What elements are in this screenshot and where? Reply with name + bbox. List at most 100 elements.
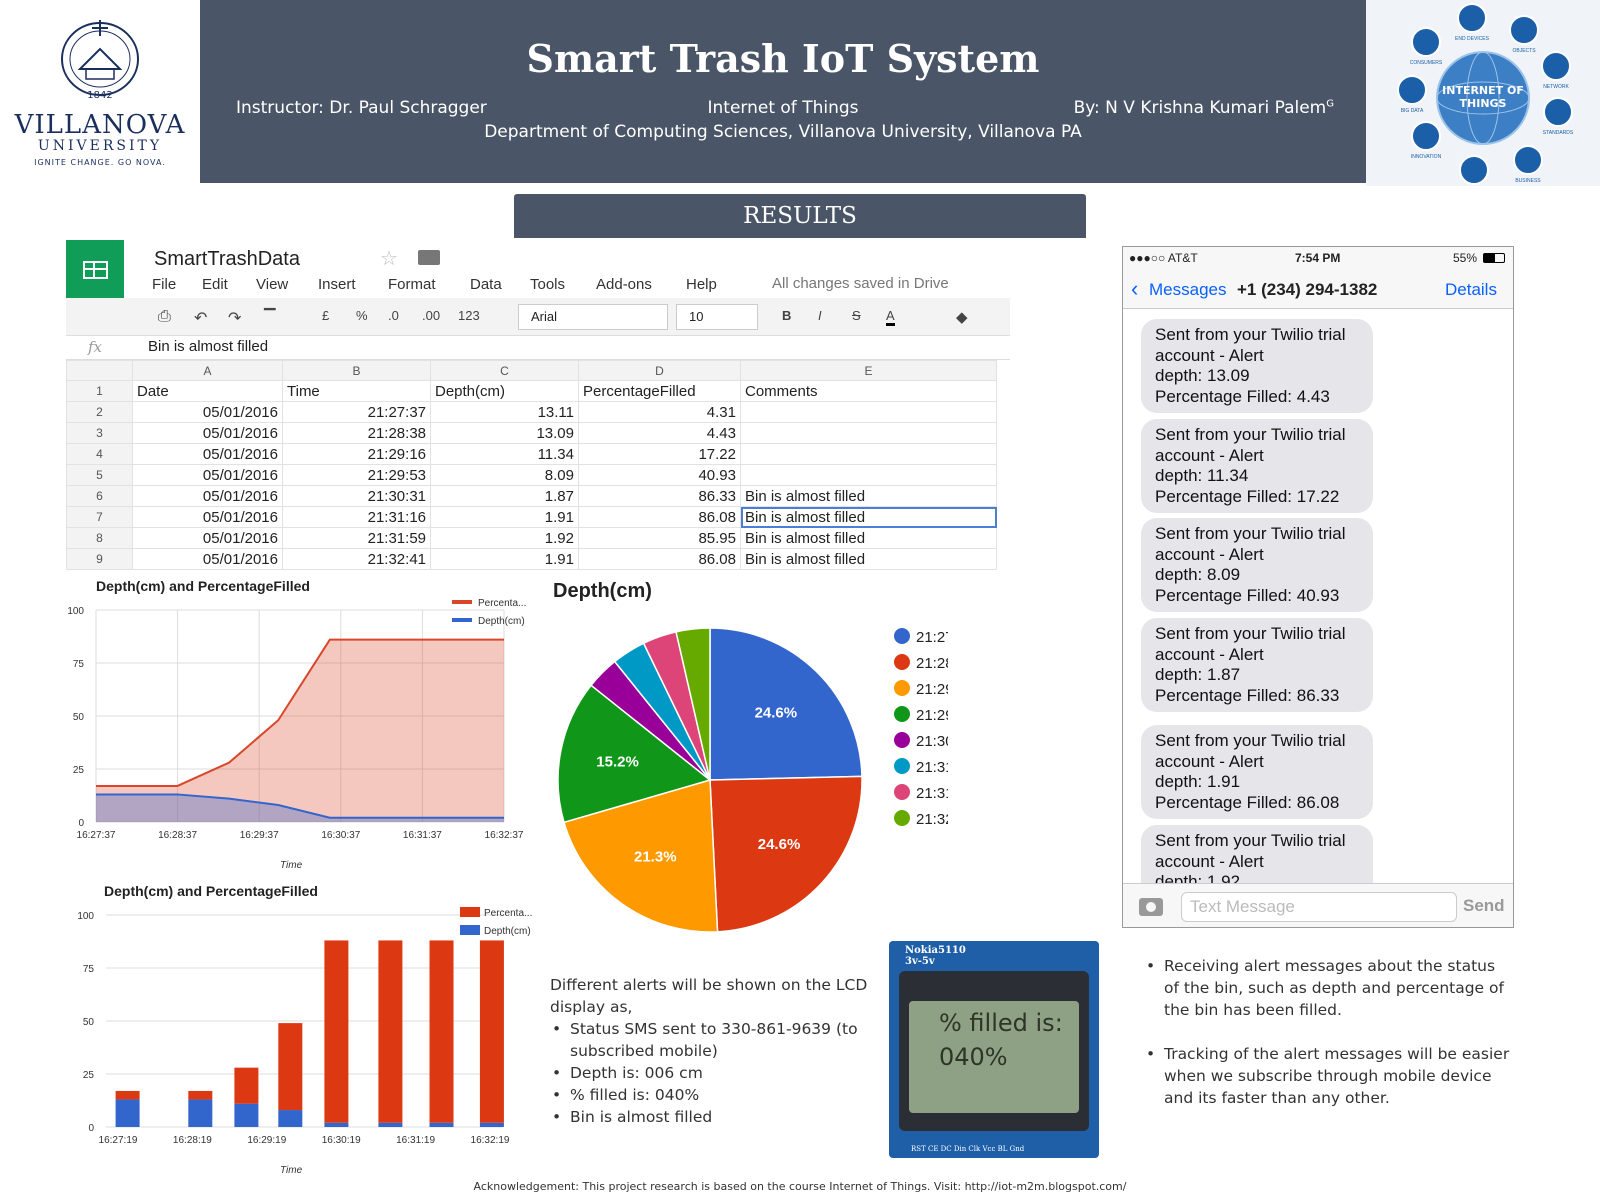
cell[interactable]: PercentageFilled <box>578 380 741 402</box>
cell[interactable]: Bin is almost filled <box>740 548 997 570</box>
cell[interactable] <box>740 401 997 423</box>
row-header[interactable]: 8 <box>66 527 133 549</box>
redo-icon[interactable]: ↷ <box>228 310 242 327</box>
cell[interactable]: 21:32:41 <box>282 548 431 570</box>
menu-data[interactable]: Data <box>470 276 502 293</box>
row-header[interactable]: 1 <box>66 380 133 402</box>
cell[interactable]: 05/01/2016 <box>132 485 283 507</box>
cell[interactable]: 40.93 <box>578 464 741 486</box>
cell[interactable]: Comments <box>740 380 997 402</box>
message-bubble[interactable]: Sent from your Twilio trial account - Ale… <box>1141 518 1373 612</box>
decrease-decimal-button[interactable]: .0 <box>388 308 399 323</box>
details-button[interactable]: Details <box>1445 280 1497 299</box>
text-color-button[interactable]: A <box>886 308 895 326</box>
italic-button[interactable]: I <box>818 308 822 323</box>
row-header[interactable]: 9 <box>66 548 133 570</box>
menu-format[interactable]: Format <box>388 276 436 293</box>
cell[interactable]: 1.87 <box>430 485 579 507</box>
menu-addons[interactable]: Add-ons <box>596 276 652 293</box>
cell[interactable]: 86.33 <box>578 485 741 507</box>
cell[interactable]: 05/01/2016 <box>132 506 283 528</box>
menu-file[interactable]: File <box>152 276 177 293</box>
cell[interactable]: Bin is almost filled <box>740 506 997 528</box>
row-header[interactable]: 4 <box>66 443 133 465</box>
message-input[interactable]: Text Message <box>1181 892 1457 922</box>
column-header[interactable]: A <box>132 360 283 381</box>
cell[interactable]: 05/01/2016 <box>132 443 283 465</box>
cell[interactable]: 21:31:16 <box>282 506 431 528</box>
camera-icon[interactable] <box>1139 898 1163 916</box>
cell[interactable] <box>740 443 997 465</box>
row-header[interactable]: 3 <box>66 422 133 444</box>
cell[interactable]: 1.91 <box>430 506 579 528</box>
cell[interactable]: 21:29:16 <box>282 443 431 465</box>
doc-title[interactable]: SmartTrashData <box>154 248 300 270</box>
cell[interactable]: 05/01/2016 <box>132 464 283 486</box>
fill-color-icon[interactable]: ◆ <box>956 309 968 326</box>
cell[interactable]: 4.31 <box>578 401 741 423</box>
bold-button[interactable]: B <box>782 308 792 323</box>
cell[interactable]: 1.91 <box>430 548 579 570</box>
back-chevron-icon[interactable]: ‹ <box>1131 276 1139 301</box>
column-header[interactable]: B <box>282 360 431 381</box>
cell[interactable]: 21:28:38 <box>282 422 431 444</box>
cell[interactable]: 05/01/2016 <box>132 422 283 444</box>
menu-edit[interactable]: Edit <box>202 276 228 293</box>
cell[interactable]: 21:30:31 <box>282 485 431 507</box>
format-button[interactable]: 123 <box>458 308 480 323</box>
paint-format-icon[interactable]: ▔ <box>264 309 276 326</box>
menu-tools[interactable]: Tools <box>530 276 566 293</box>
cell[interactable]: 1.92 <box>430 527 579 549</box>
cell[interactable]: 13.09 <box>430 422 579 444</box>
message-bubble[interactable]: Sent from your Twilio trial account - Ale… <box>1141 419 1373 513</box>
cell[interactable]: 11.34 <box>430 443 579 465</box>
message-bubble[interactable]: Sent from your Twilio trial account - Ale… <box>1141 725 1373 819</box>
folder-icon[interactable] <box>418 250 440 265</box>
cell[interactable]: 21:31:59 <box>282 527 431 549</box>
print-icon[interactable]: ⎙ <box>158 308 171 325</box>
strikethrough-button[interactable]: S <box>852 308 861 323</box>
cell[interactable]: Bin is almost filled <box>740 485 997 507</box>
row-header[interactable]: 6 <box>66 485 133 507</box>
cell[interactable]: 13.11 <box>430 401 579 423</box>
font-select[interactable]: Arial <box>518 304 668 330</box>
undo-icon[interactable]: ↶ <box>194 310 208 327</box>
currency-button[interactable]: £ <box>322 308 330 323</box>
cell[interactable] <box>740 422 997 444</box>
row-header[interactable]: 5 <box>66 464 133 486</box>
row-header[interactable]: 2 <box>66 401 133 423</box>
cell[interactable]: 17.22 <box>578 443 741 465</box>
cell[interactable] <box>740 464 997 486</box>
formula-input[interactable]: Bin is almost filled <box>148 338 269 355</box>
row-header[interactable]: 7 <box>66 506 133 528</box>
cell[interactable]: Depth(cm) <box>430 380 579 402</box>
cell[interactable]: 4.43 <box>578 422 741 444</box>
column-header[interactable]: E <box>740 360 997 381</box>
increase-decimal-button[interactable]: .00 <box>422 308 441 323</box>
cell[interactable]: 8.09 <box>430 464 579 486</box>
menu-insert[interactable]: Insert <box>318 276 356 293</box>
percent-button[interactable]: % <box>356 308 368 323</box>
cell[interactable]: 86.08 <box>578 506 741 528</box>
column-header[interactable]: C <box>430 360 579 381</box>
font-size-select[interactable]: 10 <box>676 304 758 330</box>
message-bubble[interactable]: Sent from your Twilio trial account - Ale… <box>1141 319 1373 413</box>
star-icon[interactable]: ☆ <box>380 248 398 270</box>
menu-view[interactable]: View <box>256 276 289 293</box>
menu-help[interactable]: Help <box>686 276 717 293</box>
cell[interactable]: 05/01/2016 <box>132 548 283 570</box>
cell[interactable]: Time <box>282 380 431 402</box>
cell[interactable]: Bin is almost filled <box>740 527 997 549</box>
cell[interactable]: 05/01/2016 <box>132 401 283 423</box>
message-bubble[interactable]: Sent from your Twilio trial account - Ale… <box>1141 618 1373 712</box>
corner-cell[interactable] <box>66 360 133 381</box>
back-button[interactable]: Messages <box>1149 280 1227 299</box>
cell[interactable]: 21:29:53 <box>282 464 431 486</box>
cell[interactable]: 05/01/2016 <box>132 527 283 549</box>
cell[interactable]: 85.95 <box>578 527 741 549</box>
column-header[interactable]: D <box>578 360 741 381</box>
cell[interactable]: Date <box>132 380 283 402</box>
cell[interactable]: 21:27:37 <box>282 401 431 423</box>
cell[interactable]: 86.08 <box>578 548 741 570</box>
send-button[interactable]: Send <box>1463 896 1505 915</box>
